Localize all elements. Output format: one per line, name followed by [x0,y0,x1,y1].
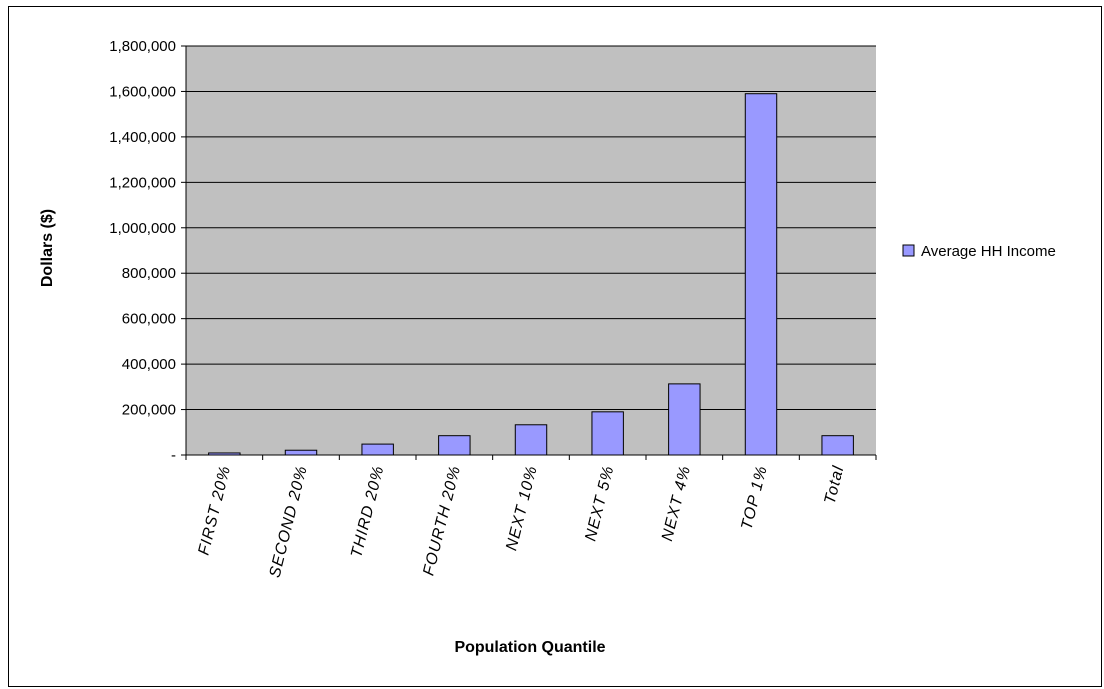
x-tick-label: FIRST 20% [196,464,235,557]
x-tick-label: NEXT 10% [503,464,541,553]
bar [668,383,701,456]
y-tick-labels: - 200,000 400,000 600,000 800,000 1,000,000 1,… [109,38,176,464]
y-tick-label: 400,000 [122,356,176,373]
legend: Average HH Income [902,243,1056,260]
bar [514,424,548,456]
y-tick-label: 1,200,000 [109,174,176,191]
y-axis-title: Dollars ($) [39,209,56,287]
x-tick-label: SECOND 20% [267,464,311,580]
bar [821,435,854,456]
y-tick-label: 1,800,000 [109,38,176,55]
bar [284,449,318,456]
x-tick-labels: FIRST 20% SECOND 20% THIRD 20% FOURTH 20% NE… [196,464,848,580]
bar [744,93,778,456]
bar [438,435,471,456]
y-tick-label: 1,400,000 [109,129,176,146]
bar [591,411,624,456]
x-tick-label: NEXT 5% [582,464,617,543]
y-tick-label: 600,000 [122,311,176,328]
legend-label: Average HH Income [921,243,1056,260]
y-tick-label: - [171,447,176,464]
y-tick-label: 200,000 [122,402,176,419]
x-tick-label: THIRD 20% [348,464,387,560]
x-tick-label: FOURTH 20% [420,464,464,578]
x-tick-label: Total [822,464,848,506]
x-axis-title: Population Quantile [454,639,605,656]
x-tick-label: NEXT 4% [659,464,694,543]
x-tick-label: TOP 1% [739,464,771,532]
y-tick-label: 1,600,000 [109,83,176,100]
axes [181,45,877,460]
legend-swatch [902,244,915,257]
y-tick-label: 800,000 [122,265,176,282]
bar [361,443,394,456]
bars [208,93,854,456]
y-tick-label: 1,000,000 [109,220,176,237]
